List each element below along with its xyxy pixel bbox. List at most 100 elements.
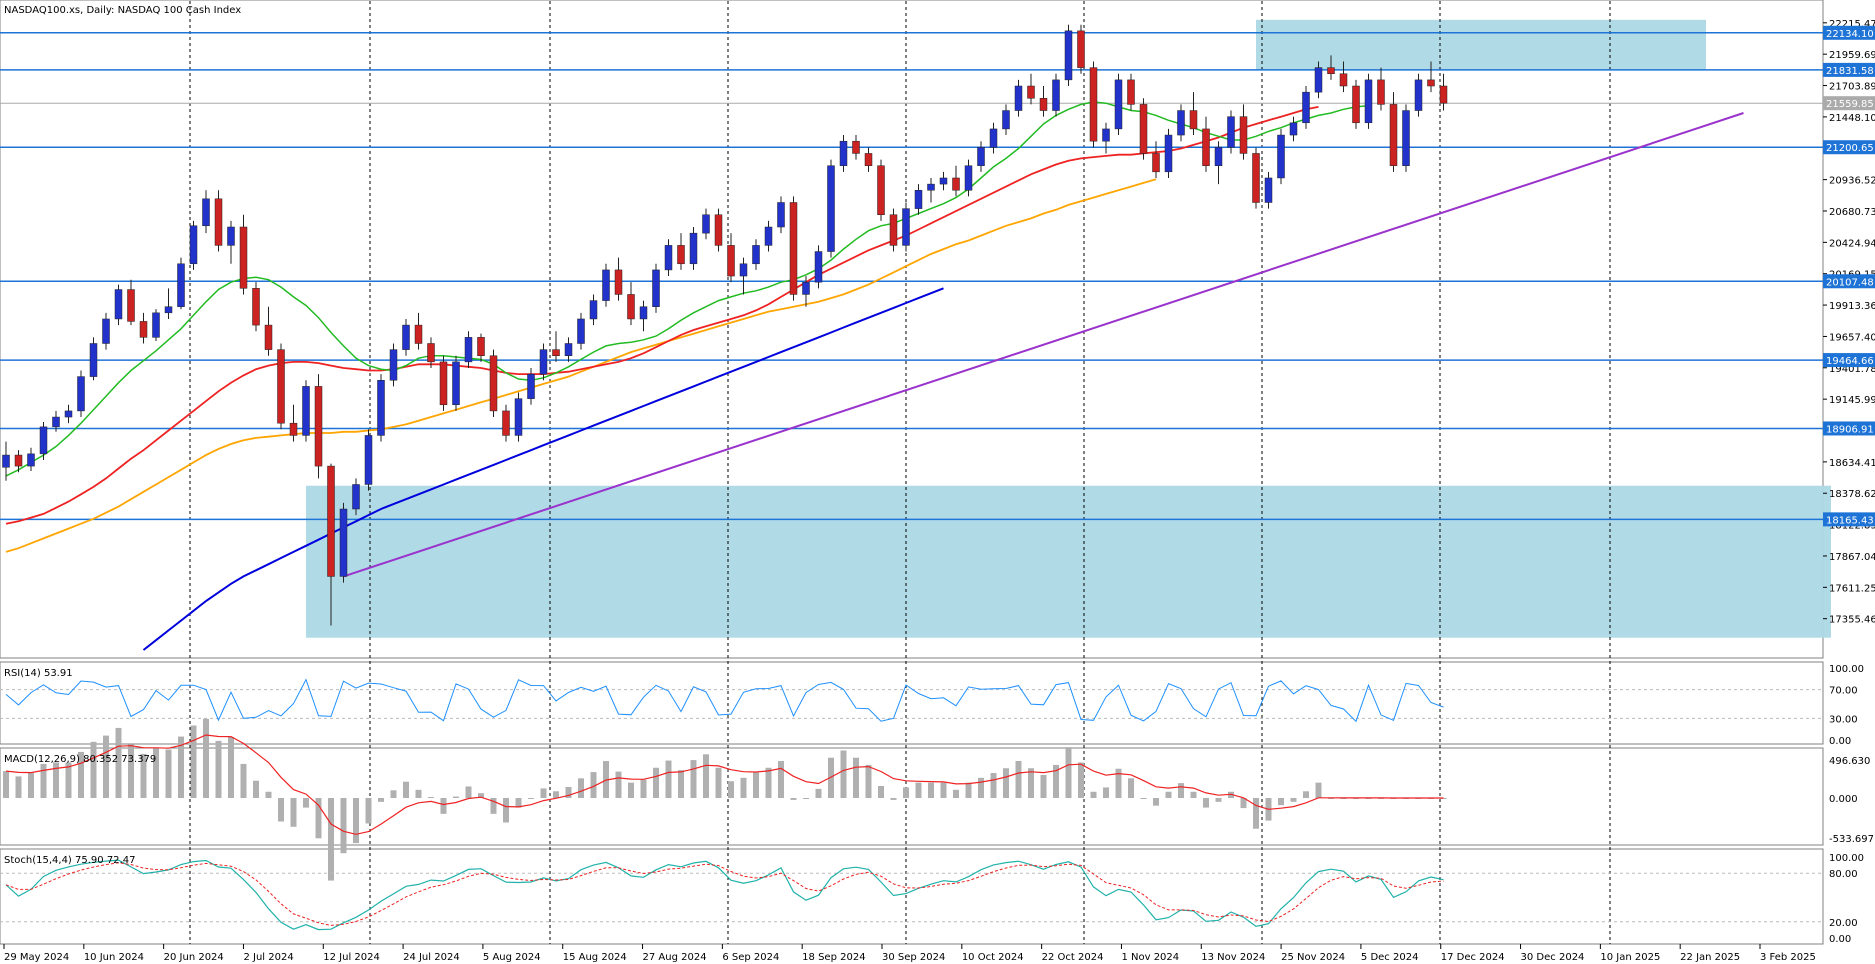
macd-bar-7 [90,741,97,798]
x-tick-label: 24 Jul 2024 [403,952,460,963]
macd-bar-61 [765,767,772,798]
macd-bar-103 [1290,798,1297,802]
candle-body-44 [552,349,560,356]
candle-body-82 [1027,85,1035,99]
macd-bar-64 [803,798,809,799]
macd-bar-91 [1140,798,1147,799]
price-tick-label: 19145.99 [1829,395,1875,406]
x-tick-label: 6 Sep 2024 [722,952,779,963]
candle-body-30 [377,380,385,436]
candle-body-29 [364,435,373,485]
x-tick-label: 29 May 2024 [4,952,69,963]
candle-body-14 [177,263,185,307]
x-tick-label: 15 Aug 2024 [563,952,627,963]
candle-body-20 [252,288,260,326]
macd-bar-35 [440,798,447,814]
ma-long-line [142,287,944,651]
macd-bar-44 [553,791,559,798]
x-tick-label: 27 Aug 2024 [643,952,707,963]
x-tick-label: 22 Oct 2024 [1042,952,1104,963]
macd-bar-54 [678,770,684,798]
candle-body-112 [1402,110,1410,166]
candle-body-109 [1364,79,1373,124]
candle-body-49 [614,269,623,295]
macd-bar-12 [153,748,159,798]
macd-bar-34 [428,797,434,799]
level-label: 21200.65 [1826,143,1874,154]
x-tick-label: 22 Jan 2025 [1680,952,1740,963]
price-tick-label: 20936.52 [1829,176,1875,187]
macd-bar-10 [128,744,134,798]
macd-bar-90 [1128,778,1134,798]
candle-body-67 [839,140,848,166]
x-tick-label: 5 Dec 2024 [1361,952,1419,963]
candle-body-87 [1089,67,1098,142]
macd-bar-40 [503,798,509,823]
candle-body-32 [402,324,410,350]
macd-bar-70 [878,786,884,798]
macd-bar-25 [315,798,322,839]
rsi-line [5,678,1444,723]
candle-body-103 [1289,122,1298,136]
candle-body-84 [1052,79,1060,111]
x-tick-label: 30 Sep 2024 [882,952,945,963]
macd-bar-72 [903,787,909,798]
price-tick-label: 20424.94 [1829,238,1875,249]
stoch-tick-label: 20.00 [1829,918,1858,929]
candle-body-46 [577,318,585,344]
candle-body-106 [1327,67,1335,75]
stoch-d-line [5,862,1444,926]
candle-body-43 [539,349,548,375]
candle-body-35 [439,361,448,406]
macd-bar-29 [365,798,372,824]
candle-body-23 [289,422,298,436]
macd-bar-81 [1015,761,1022,798]
candle-body-94 [1177,110,1185,136]
price-tick-label: 21703.89 [1829,82,1875,93]
macd-bar-42 [528,798,534,799]
candle-body-76 [952,177,960,191]
macd-bar-27 [340,798,347,854]
macd-bar-22 [278,798,284,822]
candle-body-36 [452,361,460,406]
level-label: 19464.66 [1826,356,1874,367]
macd-bar-33 [415,789,422,798]
macd-bar-83 [1040,774,1047,798]
candle-body-26 [327,465,335,577]
x-tick-label: 17 Dec 2024 [1441,952,1505,963]
price-tick-label: 19401.78 [1829,364,1875,375]
macd-bar-28 [353,798,359,844]
candle-body-2 [27,453,35,467]
stoch-label: Stoch(15,4,4) 75.90 72.47 [4,855,135,866]
candle-body-96 [1202,128,1210,166]
candle-body-63 [789,202,798,295]
macd-bar-3 [40,763,47,798]
macd-bar-11 [140,753,147,798]
candle-body-69 [864,153,873,166]
level-label-box-22134.10 [1823,25,1875,40]
macd-bar-8 [103,735,109,798]
candle-body-25 [314,386,323,467]
candle-body-114 [1427,79,1435,87]
stoch-tick-label: 0.00 [1829,934,1851,945]
x-tick-label: 12 Jul 2024 [323,952,380,963]
rsi-tick-label: 0.00 [1829,736,1851,747]
candle-body-100 [1252,153,1260,203]
level-label: 21831.58 [1826,66,1874,77]
macd-bar-97 [1215,798,1222,802]
x-tick-label: 5 Aug 2024 [483,952,541,963]
candle-body-56 [702,214,710,234]
candle-body-21 [264,324,273,350]
macd-bar-88 [1103,787,1109,798]
candle-body-91 [1139,104,1148,154]
macd-bar-32 [403,781,409,798]
macd-bar-26 [328,798,334,881]
macd-bar-6 [78,751,84,798]
stoch-tick-label: 100.00 [1829,853,1864,864]
macd-bar-94 [1178,783,1184,798]
macd-bar-89 [1115,768,1122,798]
candle-body-18 [227,226,235,246]
level-label-box-21831.58 [1823,62,1875,77]
candle-body-85 [1064,30,1073,81]
candle-body-15 [189,225,198,265]
